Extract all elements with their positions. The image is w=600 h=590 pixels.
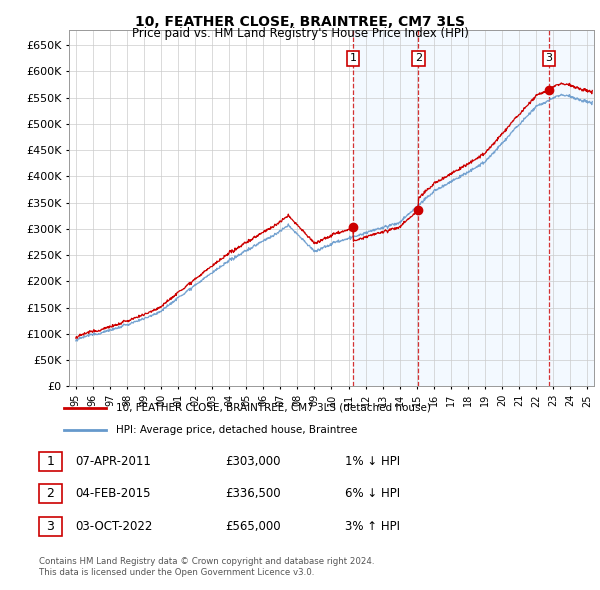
Text: HPI: Average price, detached house, Braintree: HPI: Average price, detached house, Brai…: [116, 425, 357, 435]
Text: This data is licensed under the Open Government Licence v3.0.: This data is licensed under the Open Gov…: [39, 568, 314, 577]
Text: 3: 3: [545, 53, 553, 63]
Text: 3: 3: [46, 520, 55, 533]
Text: £336,500: £336,500: [225, 487, 281, 500]
Bar: [549, 30, 594, 386]
Text: £565,000: £565,000: [225, 520, 281, 533]
Text: Price paid vs. HM Land Registry's House Price Index (HPI): Price paid vs. HM Land Registry's House …: [131, 27, 469, 40]
Text: 07-APR-2011: 07-APR-2011: [75, 455, 151, 468]
Text: 3% ↑ HPI: 3% ↑ HPI: [345, 520, 400, 533]
Text: 1: 1: [46, 455, 55, 468]
Text: 2: 2: [415, 53, 422, 63]
Text: 10, FEATHER CLOSE, BRAINTREE, CM7 3LS: 10, FEATHER CLOSE, BRAINTREE, CM7 3LS: [135, 15, 465, 29]
Text: Contains HM Land Registry data © Crown copyright and database right 2024.: Contains HM Land Registry data © Crown c…: [39, 558, 374, 566]
Text: 2: 2: [46, 487, 55, 500]
Text: 04-FEB-2015: 04-FEB-2015: [75, 487, 151, 500]
Bar: [353, 30, 418, 386]
Text: 1% ↓ HPI: 1% ↓ HPI: [345, 455, 400, 468]
Text: 6% ↓ HPI: 6% ↓ HPI: [345, 487, 400, 500]
Text: 10, FEATHER CLOSE, BRAINTREE, CM7 3LS (detached house): 10, FEATHER CLOSE, BRAINTREE, CM7 3LS (d…: [116, 403, 431, 412]
Bar: [418, 30, 549, 386]
Text: 1: 1: [350, 53, 356, 63]
Text: £303,000: £303,000: [225, 455, 281, 468]
Text: 03-OCT-2022: 03-OCT-2022: [75, 520, 152, 533]
